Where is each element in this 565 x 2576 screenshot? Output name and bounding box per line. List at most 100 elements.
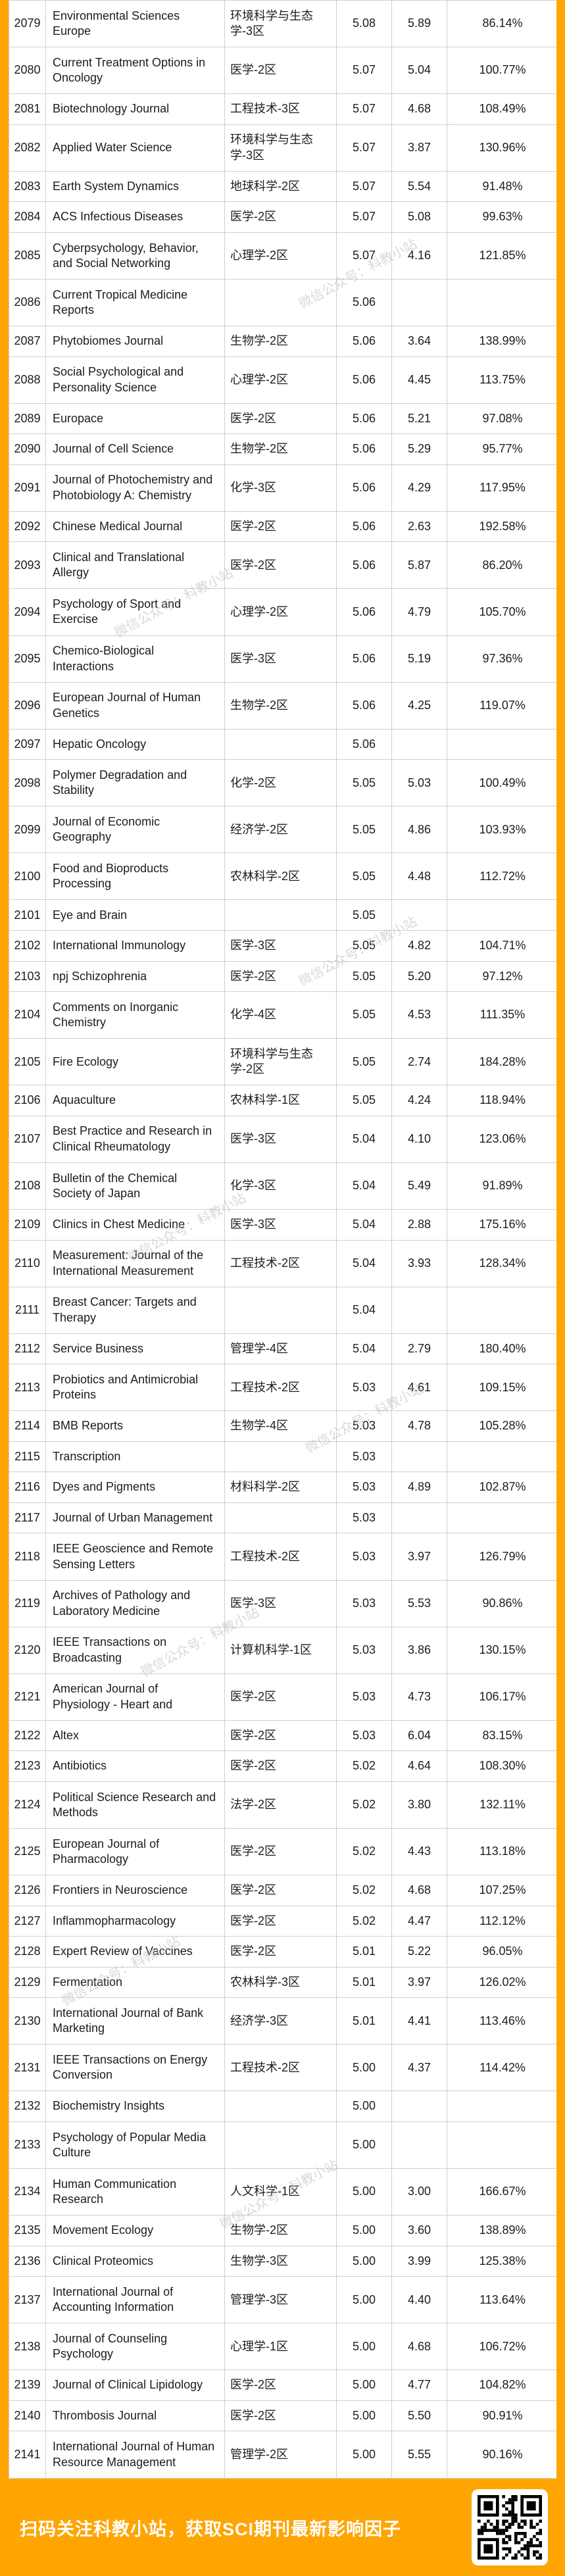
cell-journal-name: Hepatic Oncology (45, 728, 225, 760)
cell-journal-name: Current Treatment Options in Oncology (45, 47, 225, 95)
cell-change-percent: 100.49% (447, 759, 558, 807)
cell-row-number: 2127 (9, 1905, 46, 1937)
cell-previous-impact-factor: 4.10 (391, 1115, 447, 1163)
table-row: 2089 Europace 医学-2区 5.06 5.21 97.08% (9, 403, 558, 435)
cell-cas-partition: 医学-3区 (224, 930, 337, 962)
cell-impact-factor: 5.07 (336, 93, 392, 125)
cell-journal-name: Eye and Brain (45, 899, 225, 931)
cell-impact-factor: 5.00 (336, 2215, 392, 2246)
cell-cas-partition: 工程技术-2区 (224, 1533, 337, 1581)
cell-previous-impact-factor (391, 728, 447, 760)
cell-journal-name: Movement Ecology (45, 2215, 225, 2246)
cell-row-number: 2124 (9, 1781, 46, 1829)
cell-row-number: 2082 (9, 124, 46, 172)
cell-previous-impact-factor: 3.87 (391, 124, 447, 172)
cell-cas-partition (224, 728, 337, 760)
cell-journal-name: Biotechnology Journal (45, 93, 225, 125)
cell-impact-factor: 5.02 (336, 1875, 392, 1906)
table-row: 2099 Journal of Economic Geography 经济学-2区 5… (9, 806, 558, 854)
cell-row-number: 2094 (9, 588, 46, 636)
cell-previous-impact-factor: 3.60 (391, 2215, 447, 2246)
cell-previous-impact-factor: 4.64 (391, 1750, 447, 1782)
table-row: 2131 IEEE Transactions on Energy Conversi… (9, 2044, 558, 2092)
cell-cas-partition: 医学-2区 (224, 1905, 337, 1937)
cell-cas-partition: 化学-3区 (224, 464, 337, 512)
table-row: 2129 Fermentation 农林科学-3区 5.01 3.97 126.02% (9, 1966, 558, 1998)
cell-impact-factor: 5.00 (336, 2168, 392, 2216)
cell-cas-partition (224, 2121, 337, 2169)
cell-impact-factor: 5.06 (336, 326, 392, 357)
table-row: 2124 Political Science Research and Metho… (9, 1781, 558, 1829)
table-row: 2141 International Journal of Human Resou… (9, 2431, 558, 2479)
cell-journal-name: Best Practice and Research in Clinical R… (45, 1115, 225, 1163)
cell-row-number: 2113 (9, 1364, 46, 1412)
table-row: 2090 Journal of Cell Science 生物学-2区 5.06 5.2… (9, 433, 558, 465)
cell-previous-impact-factor: 3.93 (391, 1239, 447, 1287)
cell-impact-factor: 5.07 (336, 124, 392, 172)
cell-previous-impact-factor: 5.19 (391, 635, 447, 683)
cell-impact-factor: 5.05 (336, 899, 392, 931)
cell-cas-partition: 农林科学-1区 (224, 1085, 337, 1116)
cell-change-percent: 109.15% (447, 1364, 558, 1412)
cell-previous-impact-factor: 4.25 (391, 681, 447, 730)
cell-impact-factor: 5.05 (336, 759, 392, 807)
page-left-border (0, 0, 9, 2576)
cell-previous-impact-factor: 4.29 (391, 464, 447, 512)
cell-row-number: 2112 (9, 1333, 46, 1365)
cell-change-percent: 97.12% (447, 960, 558, 993)
table-row: 2094 Psychology of Sport and Exercise 心理学-… (9, 588, 558, 636)
cell-row-number: 2109 (9, 1208, 46, 1241)
cell-previous-impact-factor: 4.78 (391, 1410, 447, 1442)
table-row: 2137 International Journal of Accounting … (9, 2276, 558, 2324)
table-row: 2115 Transcription 5.03 (9, 1441, 558, 1473)
cell-previous-impact-factor: 4.68 (391, 2323, 447, 2371)
cell-cas-partition: 农林科学-3区 (224, 1966, 337, 1998)
cell-row-number: 2095 (9, 635, 46, 683)
cell-impact-factor: 5.03 (336, 1364, 392, 1412)
cell-change-percent: 83.15% (447, 1720, 558, 1752)
cell-journal-name: npj Schizophrenia (45, 960, 225, 993)
cell-change-percent: 132.11% (447, 1781, 558, 1829)
cell-change-percent: 102.87% (447, 1472, 558, 1503)
cell-journal-name: Phytobiomes Journal (45, 326, 225, 357)
cell-journal-name: Clinics in Chest Medicine (45, 1208, 225, 1241)
cell-change-percent (447, 899, 558, 931)
cell-previous-impact-factor: 4.68 (391, 93, 447, 125)
cell-change-percent: 105.70% (447, 588, 558, 636)
cell-cas-partition: 医学-2区 (224, 510, 337, 543)
cell-impact-factor: 5.05 (336, 853, 392, 901)
cell-row-number: 2092 (9, 510, 46, 543)
cell-journal-name: International Journal of Bank Marketing (45, 1997, 225, 2045)
cell-impact-factor: 5.08 (336, 0, 392, 48)
cell-journal-name: Psychology of Popular Media Culture (45, 2121, 225, 2169)
cell-previous-impact-factor: 5.20 (391, 960, 447, 993)
cell-impact-factor: 5.06 (336, 541, 392, 589)
cell-row-number: 2086 (9, 278, 46, 327)
table-row: 2116 Dyes and Pigments 材料科学-2区 5.03 4.89 102.… (9, 1472, 558, 1503)
table-row: 2132 Biochemistry Insights 5.00 (9, 2091, 558, 2122)
cell-cas-partition: 医学-3区 (224, 1208, 337, 1241)
cell-row-number: 2079 (9, 0, 46, 48)
cell-impact-factor: 5.04 (336, 1333, 392, 1365)
cell-change-percent (447, 728, 558, 760)
cell-cas-partition: 生物学-2区 (224, 681, 337, 730)
cell-row-number: 2080 (9, 47, 46, 95)
cell-impact-factor: 5.07 (336, 47, 392, 95)
cell-change-percent (447, 2121, 558, 2169)
cell-journal-name: Altex (45, 1720, 225, 1752)
cell-row-number: 2132 (9, 2091, 46, 2122)
cell-change-percent: 91.89% (447, 1162, 558, 1210)
cell-previous-impact-factor (391, 2121, 447, 2169)
table-body: 2079 Environmental Sciences Europe 环境科学与生态… (9, 0, 558, 2479)
table-row: 2119 Archives of Pathology and Laboratory… (9, 1579, 558, 1627)
table-row: 2128 Expert Review of Vaccines 医学-2区 5.01 5.… (9, 1936, 558, 1968)
cell-impact-factor: 5.07 (336, 201, 392, 233)
cell-impact-factor: 5.00 (336, 2044, 392, 2092)
table-row: 2117 Journal of Urban Management 5.03 (9, 1502, 558, 1534)
cell-change-percent: 91.48% (447, 170, 558, 203)
cell-previous-impact-factor: 5.54 (391, 170, 447, 203)
table-row: 2120 IEEE Transactions on Broadcasting 计算机… (9, 1626, 558, 1674)
cell-previous-impact-factor: 5.53 (391, 1579, 447, 1627)
cell-cas-partition (224, 899, 337, 931)
cell-journal-name: Psychology of Sport and Exercise (45, 588, 225, 636)
